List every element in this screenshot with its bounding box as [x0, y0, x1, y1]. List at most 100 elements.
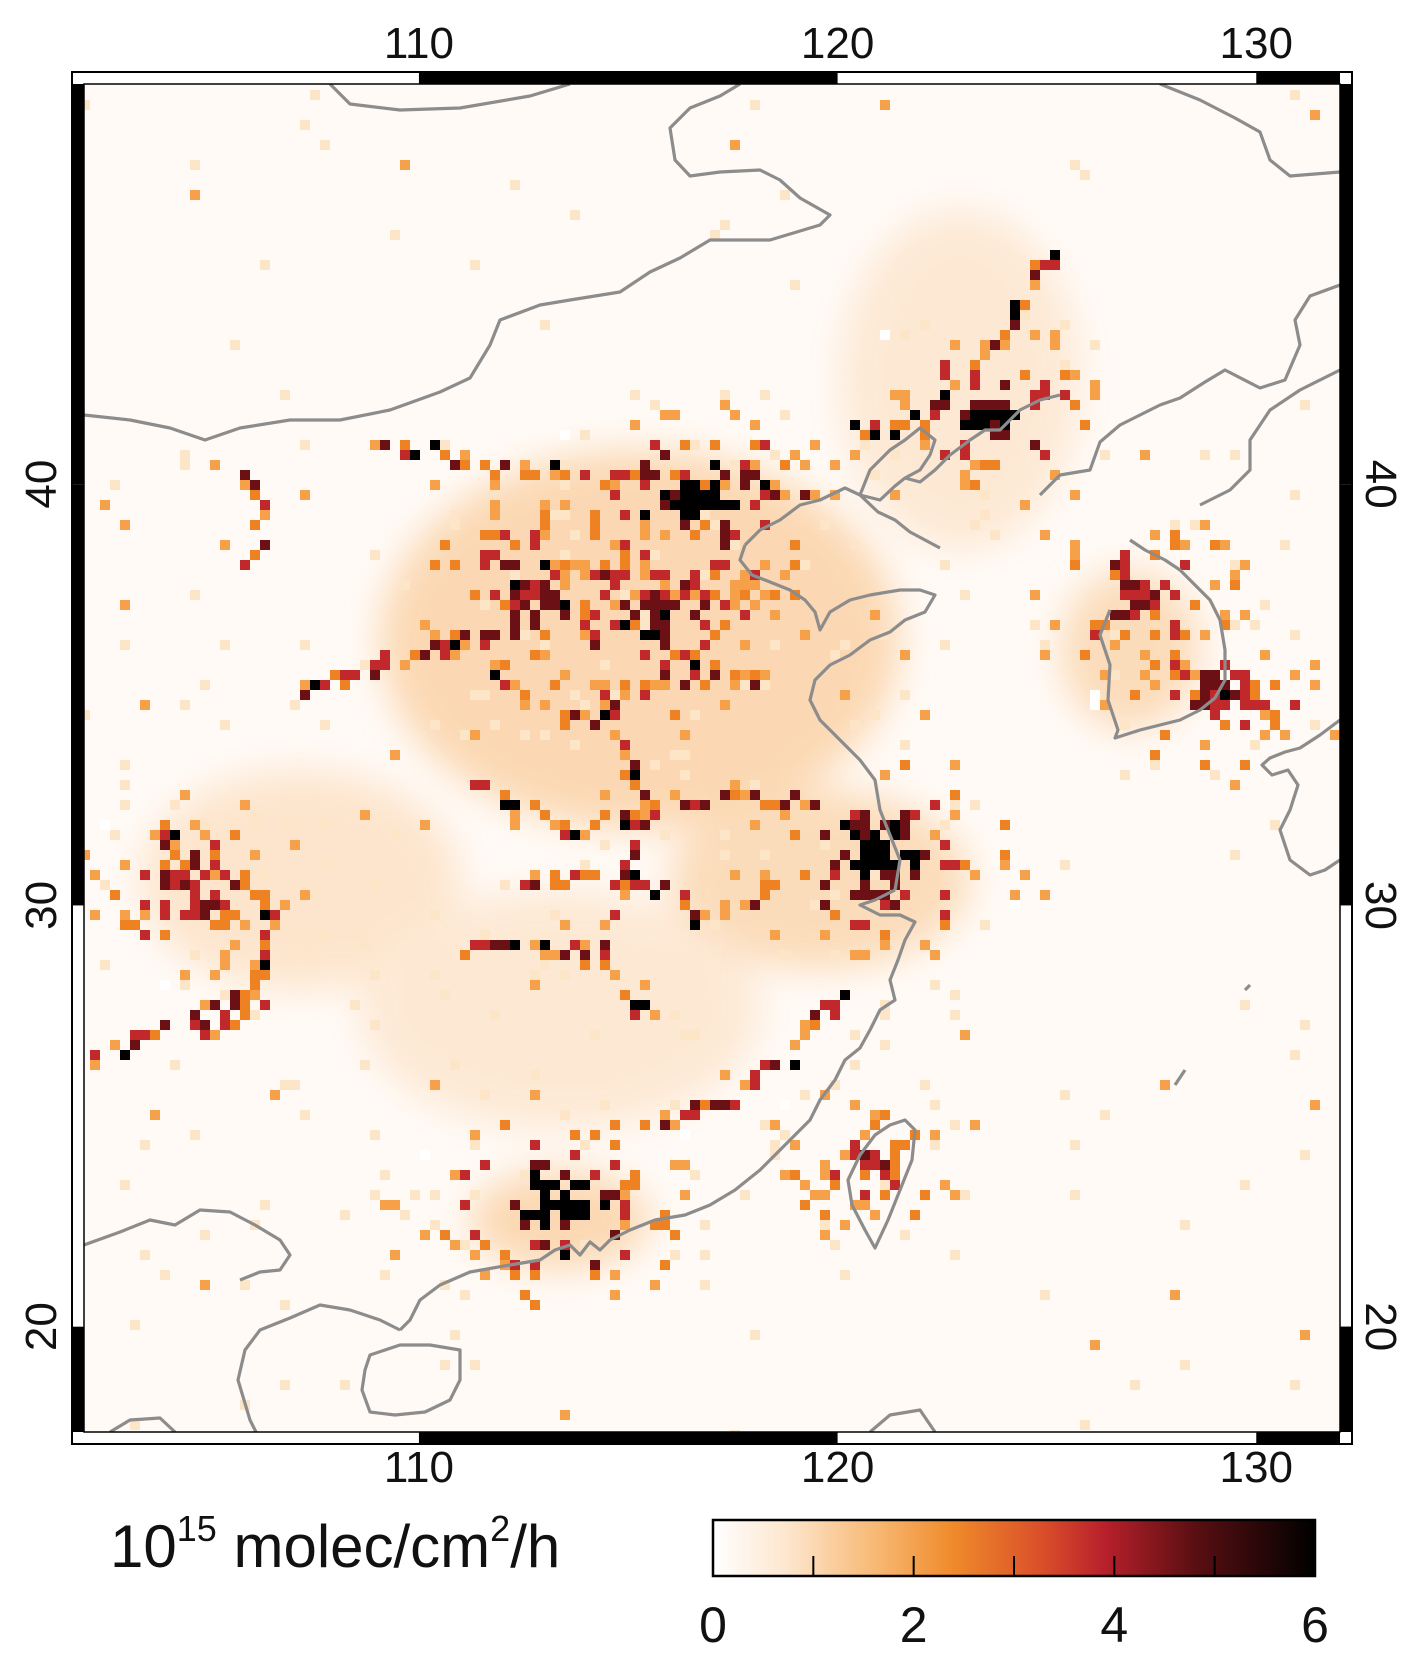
emission-pixel	[970, 1120, 980, 1130]
lat-tick-label-right: 40	[1356, 460, 1405, 509]
japan-kyushu-coastline	[1260, 718, 1340, 877]
emission-pixel	[920, 1080, 930, 1090]
coastline-layer	[84, 84, 1340, 1432]
emission-pixel	[850, 1060, 860, 1070]
emission-pixel	[290, 840, 300, 850]
emission-pixel	[660, 1120, 670, 1130]
emission-pixel	[730, 540, 740, 550]
emission-pixel	[860, 840, 870, 850]
emission-pixel	[910, 410, 920, 420]
emission-pixel	[1110, 630, 1120, 640]
emission-pixel	[610, 880, 620, 890]
emission-pixel	[610, 570, 620, 580]
emission-pixel	[760, 850, 770, 860]
emission-pixel	[730, 530, 740, 540]
emission-pixel	[500, 800, 510, 810]
emission-pixel	[660, 500, 670, 510]
emission-pixel	[300, 120, 310, 130]
emission-pixel	[1240, 680, 1250, 690]
emission-pixel	[340, 680, 350, 690]
emission-pixel	[690, 800, 700, 810]
emission-pixel	[540, 640, 550, 650]
emission-pixel	[610, 540, 620, 550]
emission-pixel	[390, 750, 400, 760]
emission-pixel	[650, 470, 660, 480]
emission-pixel	[880, 1010, 890, 1020]
emission-pixel	[530, 1090, 540, 1100]
emission-pixel	[880, 940, 890, 950]
emission-pixel	[720, 910, 730, 920]
emission-pixel	[970, 420, 980, 430]
emission-pixel	[660, 1210, 670, 1220]
emission-pixel	[590, 720, 600, 730]
emission-pixel	[600, 680, 610, 690]
emission-pixel	[780, 460, 790, 470]
emission-pixel	[830, 860, 840, 870]
emission-pixel	[550, 560, 560, 570]
emission-pixel	[740, 1080, 750, 1090]
emission-pixel	[370, 1020, 380, 1030]
emission-pixel	[460, 1290, 470, 1300]
unit-middle: molec/cm	[216, 1513, 491, 1580]
emission-pixel	[860, 830, 870, 840]
emission-pixel	[620, 750, 630, 760]
emission-pixel	[450, 650, 460, 660]
emission-pixel	[610, 1230, 620, 1240]
emission-pixel	[890, 1140, 900, 1150]
emission-pixel	[490, 670, 500, 680]
emission-pixel	[610, 490, 620, 500]
emission-pixel	[940, 360, 950, 370]
emission-pixel	[280, 820, 290, 830]
emission-pixel	[950, 1120, 960, 1130]
emission-pixel	[490, 480, 500, 490]
emission-pixel	[410, 1190, 420, 1200]
emission-pixel	[690, 590, 700, 600]
emission-pixel	[640, 570, 650, 580]
emission-pixel	[550, 1180, 560, 1190]
emission-pixel	[900, 810, 910, 820]
emission-pixel	[160, 1020, 170, 1030]
emission-pixel	[780, 190, 790, 200]
yangtze-delta-coast-line	[398, 888, 917, 1332]
emission-pixel	[510, 680, 520, 690]
emission-pixel	[1180, 630, 1190, 640]
emission-pixel	[470, 730, 480, 740]
lat-tick-label-right: 30	[1356, 881, 1405, 930]
emission-pixel	[710, 670, 720, 680]
emission-pixel	[760, 880, 770, 890]
emission-pixel	[1150, 610, 1160, 620]
emission-pixel	[220, 880, 230, 890]
emission-pixel	[360, 940, 370, 950]
emission-pixel	[160, 930, 170, 940]
emission-pixel	[700, 490, 710, 500]
emission-pixel	[250, 490, 260, 500]
emission-pixel	[900, 1140, 910, 1150]
emission-pixel	[860, 1160, 870, 1170]
emission-pixel	[1060, 1090, 1070, 1100]
emission-pixel	[590, 1030, 600, 1040]
emission-pixel	[640, 650, 650, 660]
emission-pixel	[200, 830, 210, 840]
emission-pixel	[370, 670, 380, 680]
emission-pixel	[690, 480, 700, 490]
emission-pixel	[670, 1010, 680, 1020]
emission-pixel	[450, 640, 460, 650]
emission-pixel	[210, 870, 220, 880]
emission-pixel	[1150, 600, 1160, 610]
emission-pixel	[240, 880, 250, 890]
emission-pixel	[980, 340, 990, 350]
emission-pixel	[540, 530, 550, 540]
emission-pixel	[970, 410, 980, 420]
emission-pixel	[1270, 680, 1280, 690]
emission-pixel	[230, 990, 240, 1000]
emission-pixel	[510, 630, 520, 640]
emission-pixel	[840, 820, 850, 830]
emission-pixel	[1140, 600, 1150, 610]
emission-pixel	[850, 450, 860, 460]
emission-pixel	[870, 850, 880, 860]
emission-pixel	[610, 1190, 620, 1200]
emission-pixel	[1150, 760, 1160, 770]
emission-pixel	[950, 990, 960, 1000]
emission-pixel	[320, 140, 330, 150]
emission-pixel	[790, 790, 800, 800]
